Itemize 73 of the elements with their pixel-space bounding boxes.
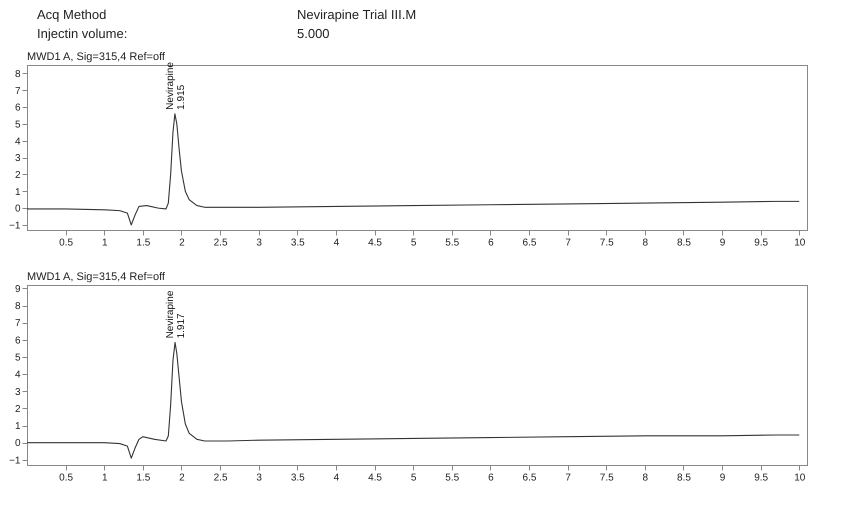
x-tick-label: 9 bbox=[720, 472, 726, 484]
y-tick-label: 5 bbox=[14, 119, 21, 130]
x-tick-label: 6 bbox=[488, 472, 494, 484]
x-tick-label: 2 bbox=[179, 472, 186, 484]
y-tick-label: 1 bbox=[14, 186, 21, 198]
x-tick-label: 8 bbox=[642, 238, 649, 248]
y-tick-label: 4 bbox=[14, 370, 21, 381]
x-tick-label: 5 bbox=[410, 238, 417, 248]
y-tick-label: 6 bbox=[14, 335, 21, 346]
x-tick-label: 2.5 bbox=[214, 238, 228, 248]
x-tick-label: 1.5 bbox=[136, 238, 151, 248]
x-tick-label: 7 bbox=[565, 238, 572, 248]
x-tick-label: 7.5 bbox=[600, 238, 614, 248]
line-series bbox=[26, 342, 800, 459]
annotation: Nevirapine bbox=[165, 290, 176, 338]
x-tick-label: 4.5 bbox=[368, 472, 382, 484]
y-tick-label: 5 bbox=[14, 352, 21, 364]
annotation: 1.917 bbox=[176, 312, 188, 338]
x-tick-label: 5 bbox=[410, 472, 417, 484]
text: Acq Method bbox=[37, 7, 106, 22]
y-tick-label: 6 bbox=[14, 102, 21, 114]
x-tick-label: 1.5 bbox=[136, 472, 151, 484]
x-tick-label: 6.5 bbox=[522, 472, 537, 484]
x-tick-label: 10 bbox=[794, 238, 806, 248]
x-tick-label: 9.5 bbox=[754, 238, 769, 248]
y-tick-label: 9 bbox=[14, 284, 21, 295]
x-tick-label: 0.5 bbox=[59, 238, 74, 248]
x-tick-label: 4 bbox=[334, 238, 340, 248]
x-tick-label: 0.5 bbox=[59, 472, 74, 484]
y-tick-label: 1 bbox=[14, 421, 21, 432]
x-tick-label: 6.5 bbox=[522, 238, 537, 248]
chart-title: MWD1 A, Sig=315,4 Ref=off bbox=[27, 271, 166, 283]
text: Injectin volume: bbox=[37, 26, 128, 41]
y-tick-label: 2 bbox=[14, 170, 21, 181]
y-tick-label: 2 bbox=[14, 404, 21, 415]
x-tick-label: 8.5 bbox=[676, 472, 692, 484]
y-tick-label: −1 bbox=[9, 220, 21, 232]
line-series bbox=[26, 113, 800, 226]
y-tick-label: 3 bbox=[14, 153, 21, 164]
annotation: Nevirapine bbox=[164, 62, 176, 110]
y-tick-label: −1 bbox=[9, 455, 21, 466]
x-tick-label: 8 bbox=[642, 472, 649, 484]
y-tick-label: 0 bbox=[14, 204, 21, 215]
x-tick-label: 8.5 bbox=[676, 238, 692, 248]
x-tick-label: 10 bbox=[794, 472, 806, 484]
x-tick-label: 7 bbox=[565, 472, 572, 484]
x-tick-label: 5.5 bbox=[445, 472, 460, 484]
x-tick-label: 5.5 bbox=[445, 238, 460, 248]
x-tick-label: 3.5 bbox=[290, 238, 306, 248]
x-tick-label: 4.5 bbox=[368, 238, 382, 248]
text: 5.000 bbox=[297, 26, 330, 41]
y-tick-label: 7 bbox=[14, 318, 21, 330]
x-tick-label: 2 bbox=[179, 238, 186, 248]
x-tick-label: 2.5 bbox=[214, 472, 228, 484]
x-tick-label: 3.5 bbox=[290, 472, 306, 484]
x-tick-label: 4 bbox=[334, 472, 340, 484]
y-tick-label: 0 bbox=[14, 438, 21, 450]
annotation: 1.915 bbox=[176, 84, 187, 110]
y-tick-label: 3 bbox=[14, 386, 21, 398]
text: Nevirapine Trial III.M bbox=[297, 7, 416, 22]
x-tick-label: 9.5 bbox=[754, 472, 769, 484]
y-tick-label: 7 bbox=[14, 86, 21, 97]
x-tick-label: 9 bbox=[720, 238, 726, 248]
chart-title: MWD1 A, Sig=315,4 Ref=off bbox=[27, 51, 166, 63]
y-tick-label: 4 bbox=[14, 136, 21, 148]
y-tick-label: 8 bbox=[14, 301, 21, 312]
x-tick-label: 6 bbox=[488, 238, 494, 248]
x-tick-label: 1 bbox=[102, 472, 108, 484]
x-tick-label: 7.5 bbox=[600, 472, 614, 484]
x-tick-label: 3 bbox=[256, 238, 262, 248]
x-tick-label: 3 bbox=[256, 472, 262, 484]
x-tick-label: 1 bbox=[102, 238, 108, 248]
y-tick-label: 8 bbox=[14, 68, 21, 80]
